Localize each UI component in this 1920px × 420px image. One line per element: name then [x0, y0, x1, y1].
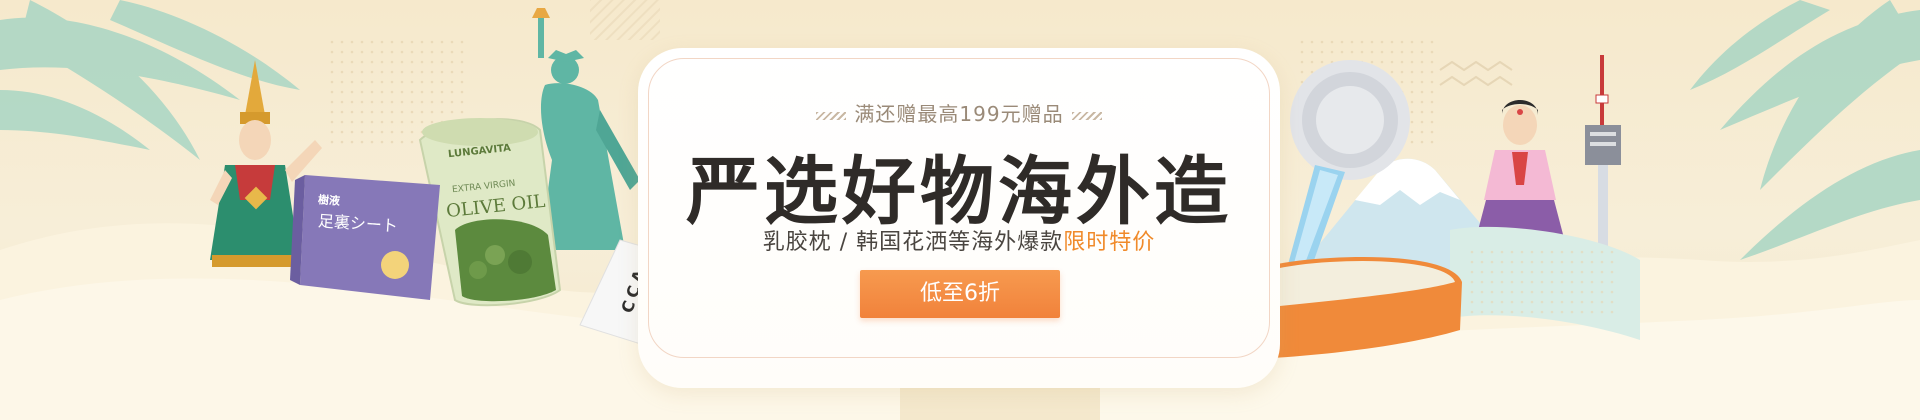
foot-sheet-small-label: 樹液 [317, 193, 341, 208]
palm-leaf-icon [0, 0, 300, 160]
promo-card: 满还赠最高199元赠品 严选好物海外造 乳胶枕 / 韩国花洒等海外爆款限时特价 … [638, 48, 1280, 388]
latex-pillow-green [1450, 226, 1640, 340]
cta-button[interactable]: 低至6折 [860, 270, 1060, 318]
statue-of-liberty-illustration [532, 8, 640, 250]
promo-description-highlight: 限时特价 [1063, 230, 1156, 255]
seoul-tower-illustration [1585, 55, 1621, 250]
thai-dancer-illustration [210, 60, 322, 267]
hatch-left-icon [816, 111, 847, 120]
promo-headline: 严选好物海外造 [686, 149, 1232, 235]
promo-description: 乳胶枕 / 韩国花洒等海外爆款限时特价 [638, 224, 1280, 256]
hatch-right-icon [1071, 111, 1102, 120]
promo-tagline-row: 满还赠最高199元赠品 [638, 98, 1280, 127]
promo-tagline: 满还赠最高199元赠品 [854, 102, 1064, 126]
shower-head-illustration [1280, 60, 1410, 300]
promo-description-main: 乳胶枕 / 韩国花洒等海外爆款 [762, 230, 1064, 255]
card-border [648, 58, 1270, 358]
olive-oil-tin-illustration [418, 118, 562, 307]
foot-sheet-box-illustration [290, 175, 440, 300]
